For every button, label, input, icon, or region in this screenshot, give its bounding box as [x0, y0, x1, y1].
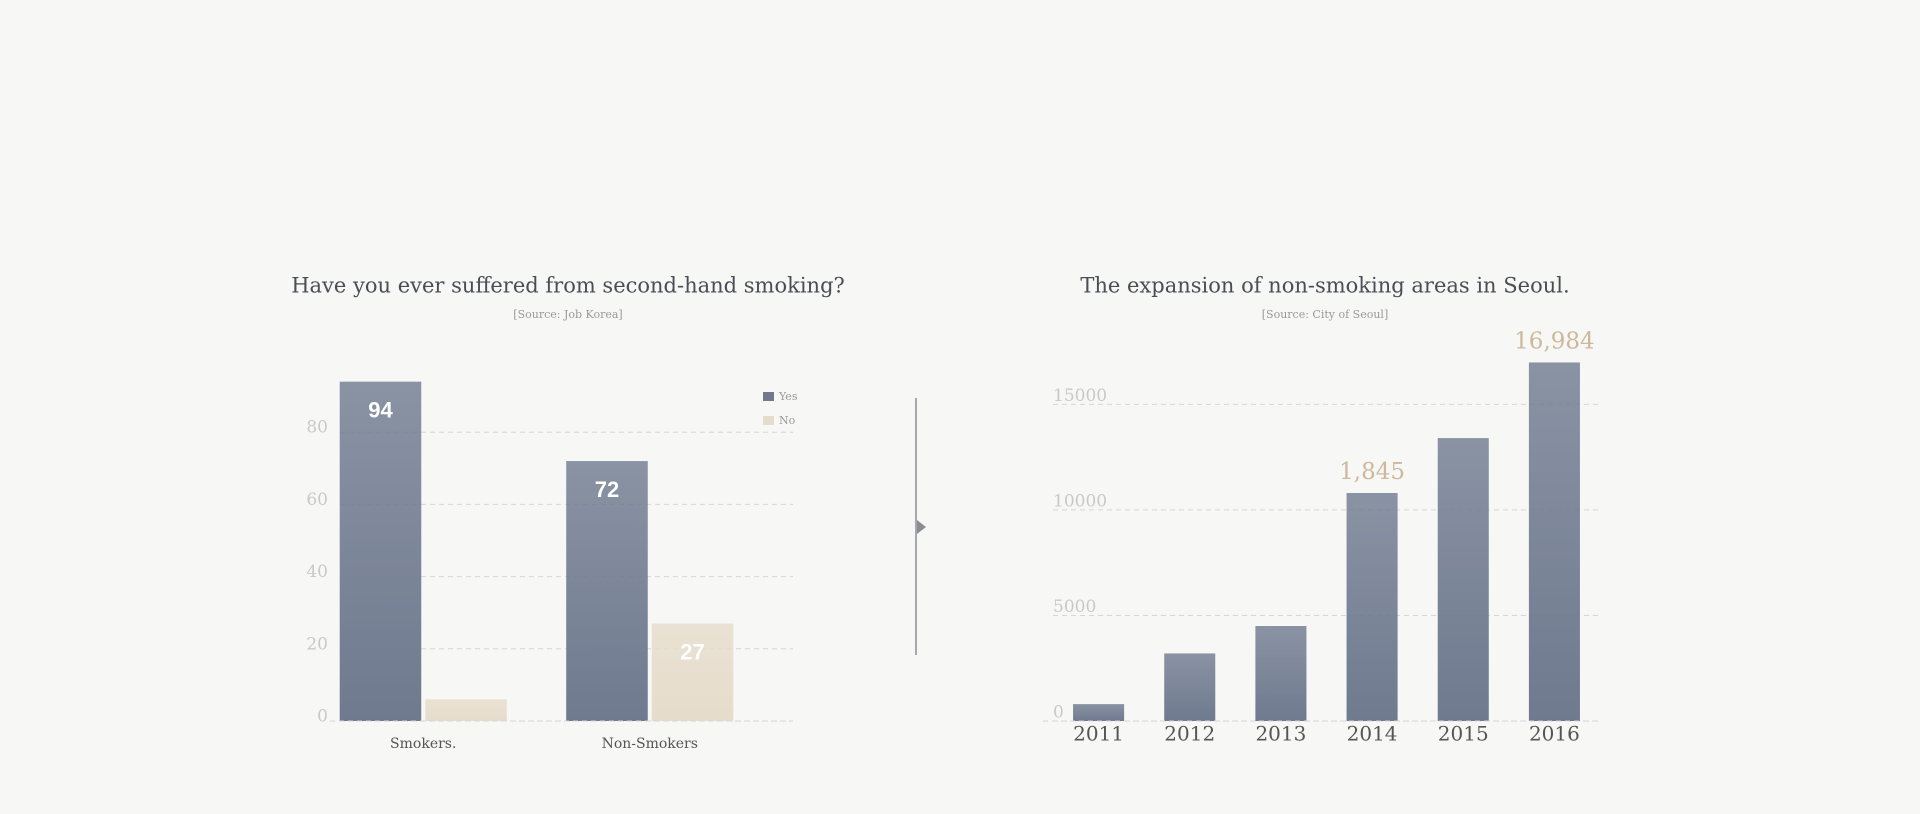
- x-tick-label: Smokers.: [390, 736, 456, 752]
- bar: [1073, 704, 1125, 721]
- x-tick-label: 2016: [1529, 722, 1580, 746]
- x-tick-label: 2011: [1073, 722, 1124, 746]
- y-tick-label: 15000: [1053, 386, 1107, 406]
- bar: [339, 381, 422, 721]
- data-label: 94: [368, 397, 393, 422]
- x-tick-label: 2013: [1255, 722, 1306, 746]
- data-label: 16,984: [1514, 328, 1594, 354]
- bar: [1528, 362, 1580, 721]
- x-tick-label: 2014: [1347, 722, 1398, 746]
- bar: [566, 461, 648, 721]
- chart-title: Have you ever suffered from second-hand …: [291, 274, 845, 298]
- y-tick-label: 60: [306, 490, 328, 510]
- legend-swatch: [763, 392, 774, 401]
- chart-title: The expansion of non-smoking areas in Se…: [1080, 274, 1569, 298]
- bar: [1437, 438, 1489, 721]
- bar: [651, 623, 734, 721]
- bar: [1255, 626, 1307, 721]
- annotation: 1,845: [1339, 459, 1405, 485]
- data-label: 72: [595, 477, 619, 502]
- divider-arrow: [917, 520, 926, 534]
- y-tick-label: 0: [1053, 703, 1064, 723]
- chart-subtitle: [Source: City of Seoul]: [1262, 308, 1388, 321]
- bar: [1164, 653, 1216, 721]
- bar: [425, 699, 507, 721]
- y-tick-label: 10000: [1053, 491, 1107, 511]
- legend-swatch: [763, 416, 774, 425]
- x-tick-label: 2012: [1164, 722, 1215, 746]
- x-tick-label: Non-Smokers: [602, 736, 698, 752]
- y-tick-label: 40: [306, 562, 328, 582]
- y-tick-label: 0: [317, 707, 328, 727]
- y-tick-label: 20: [306, 634, 328, 654]
- bar: [1346, 493, 1398, 721]
- legend-label: No: [779, 414, 796, 427]
- y-tick-label: 5000: [1053, 597, 1096, 617]
- data-label: 27: [680, 639, 704, 664]
- legend-label: Yes: [778, 390, 798, 403]
- chart-subtitle: [Source: Job Korea]: [513, 308, 622, 321]
- y-tick-label: 80: [306, 418, 328, 438]
- x-tick-label: 2015: [1438, 722, 1489, 746]
